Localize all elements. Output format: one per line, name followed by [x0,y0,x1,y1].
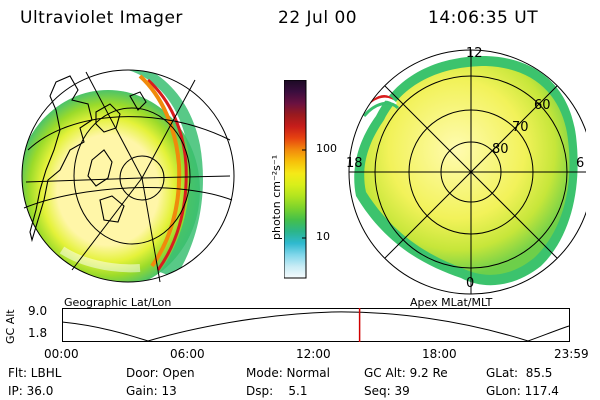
geographic-image [21,69,235,283]
door-info: Door: Open [126,366,195,380]
mlat-label-80: 80 [492,142,509,157]
apex-panel-label: Apex MLat/MLT [410,296,493,309]
glon-info: GLon: 117.4 [486,384,559,398]
colorbar [284,80,307,279]
mode-info: Mode: Normal [246,366,330,380]
geographic-grid [21,69,235,283]
flt-info: Flt: LBHL [8,366,62,380]
time-label: 14:06:35 UT [428,8,539,28]
geographic-panel-label: Geographic Lat/Lon [64,296,172,309]
timeline-xtick-0000: 00:00 [44,347,79,361]
glat-info: GLat: 85.5 [486,366,553,380]
apex-polar-image [348,49,586,295]
timeline-xtick-2359: 23:59 [554,347,589,361]
geographic-aurora-image [22,70,203,282]
date-label: 22 Jul 00 [278,8,358,28]
seq-info: Seq: 39 [364,384,410,398]
timeline-plot [62,308,570,342]
timeline-ytick-1-8: 1.8 [28,326,48,340]
coastline-outline [29,75,147,243]
polar-grid [348,49,586,295]
gain-info: Gain: 13 [126,384,177,398]
timeline-xtick-1800: 18:00 [422,347,457,361]
timeline-xtick-1200: 12:00 [296,347,331,361]
mlt-label-18: 18 [346,156,363,171]
polar-aurora-image [354,56,578,286]
dsp-info: Dsp: 5.1 [246,384,308,398]
colorbar-unit-label: photon cm⁻²s⁻¹ [270,154,283,240]
timeline-ytick-9: 9.0 [28,304,48,318]
mlt-label-6: 6 [576,156,585,171]
gc-altitude-curve [62,311,570,342]
instrument-title: Ultraviolet Imager [20,8,183,28]
colorbar-tick-100: 100 [316,142,337,155]
mlt-label-12: 12 [466,46,483,61]
gcalt-info: GC Alt: 9.2 Re [364,366,448,380]
mlt-label-0: 0 [466,276,475,291]
timeline-axis-label: GC Alt [4,309,17,344]
timeline-xtick-0600: 06:00 [170,347,205,361]
mlat-label-70: 70 [512,120,529,135]
ip-info: IP: 36.0 [8,384,54,398]
mlat-label-60: 60 [534,98,551,113]
colorbar-tick-10: 10 [316,230,330,243]
